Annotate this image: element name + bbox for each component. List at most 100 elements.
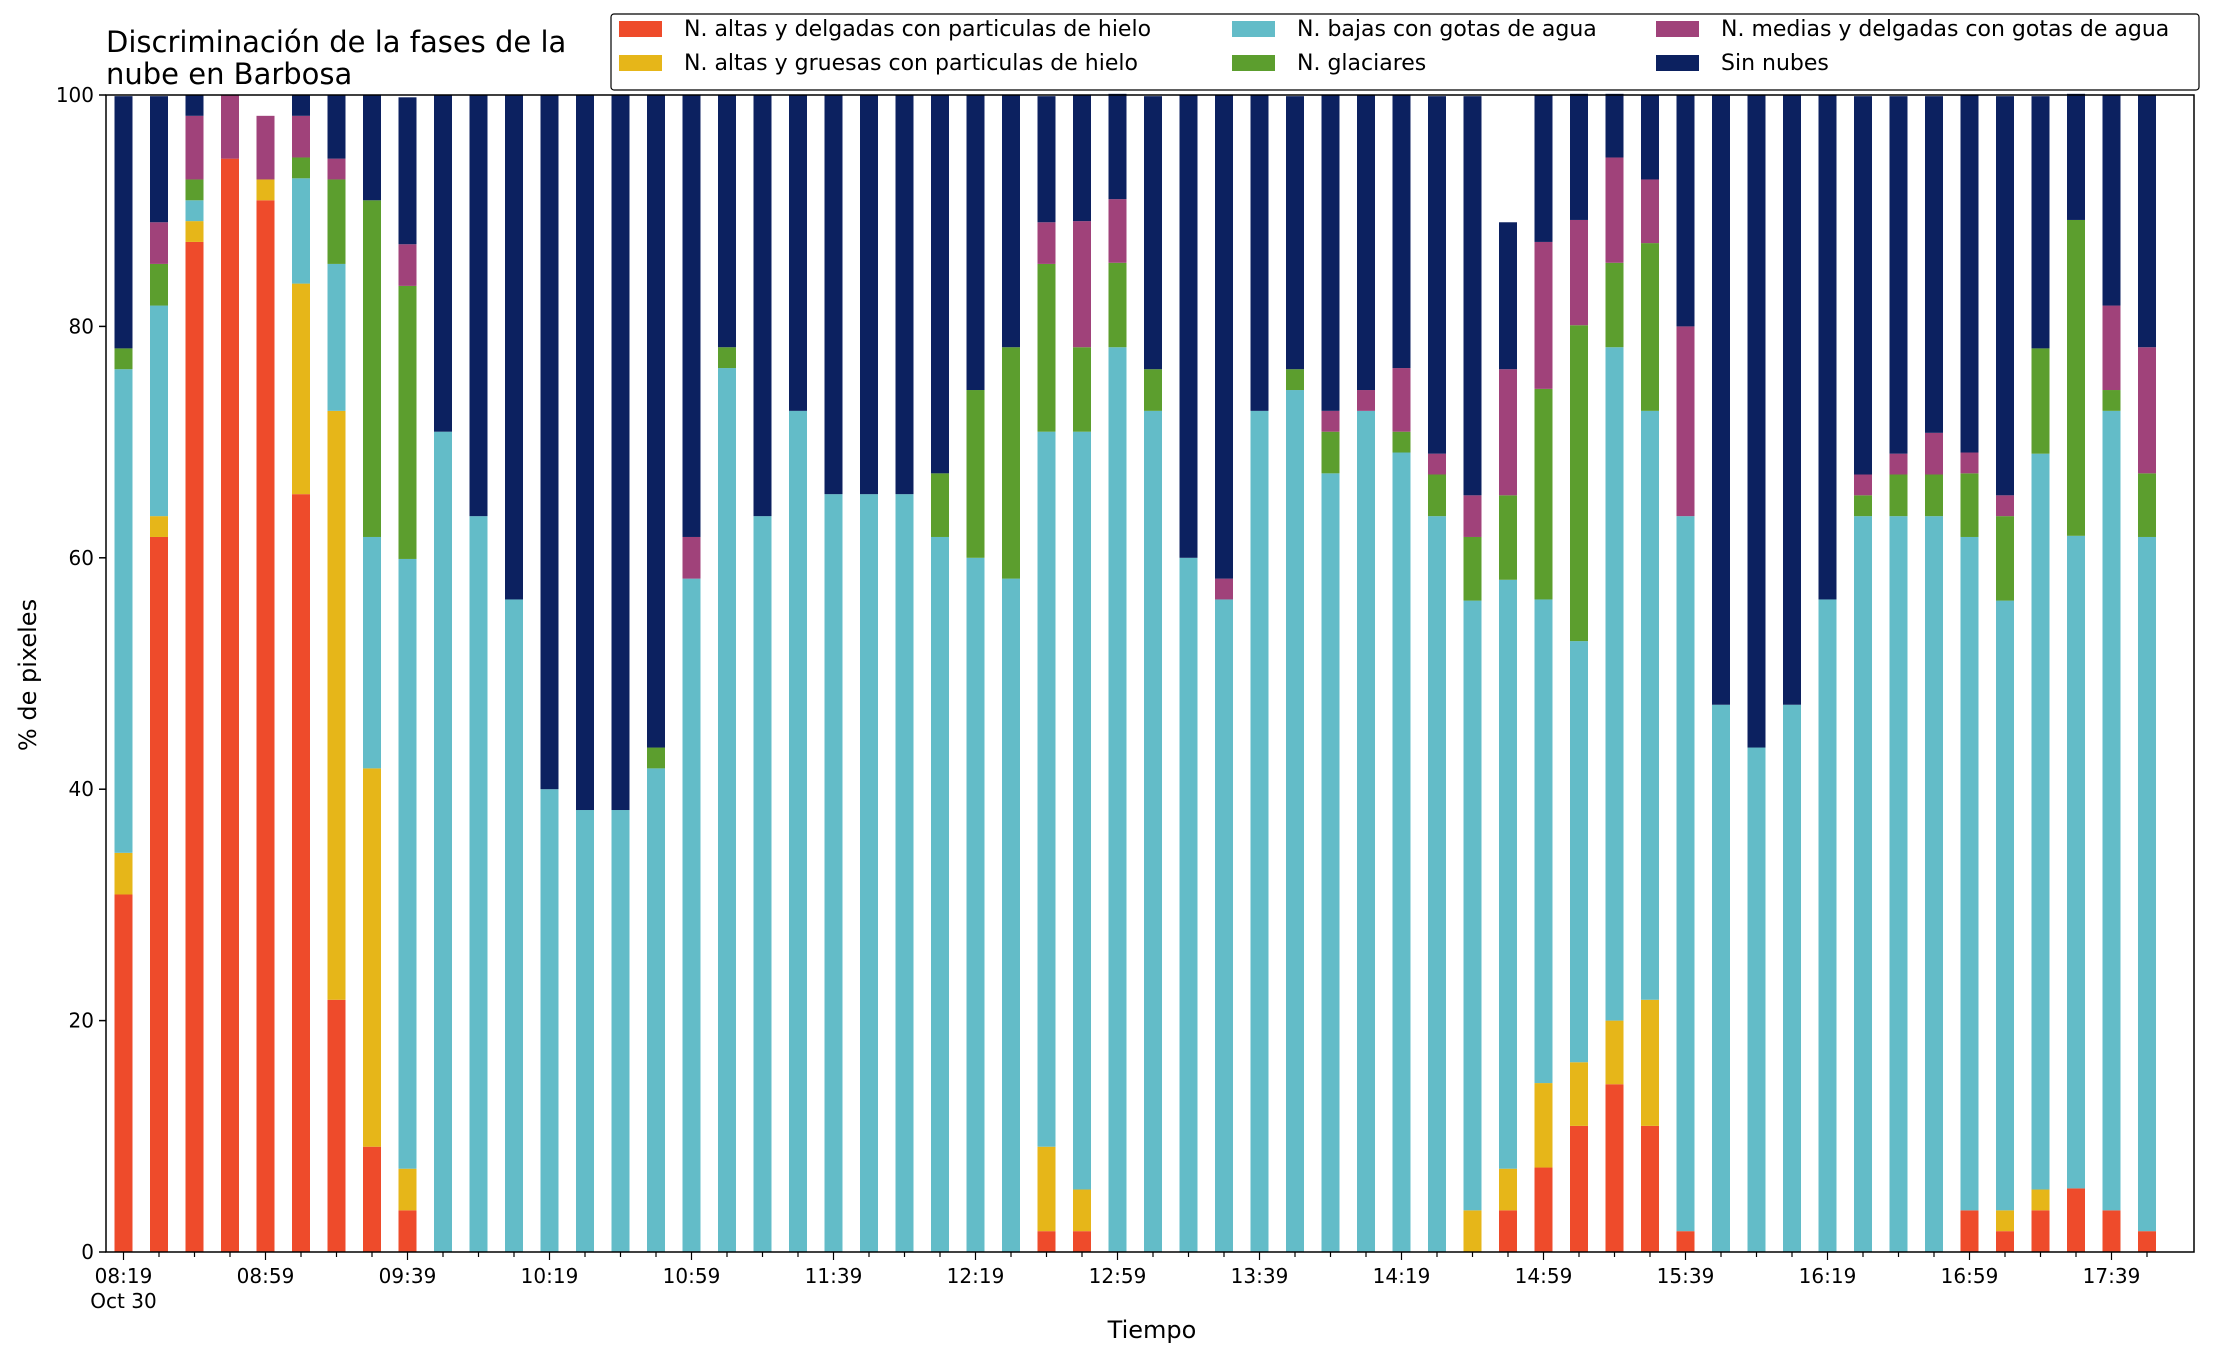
x-tick-label: 12:59 — [1089, 1264, 1147, 1288]
bar-segment — [434, 431, 452, 1252]
bar-segment — [1570, 1062, 1588, 1126]
bar-segment — [1463, 600, 1482, 1211]
bar-segment — [292, 157, 310, 179]
legend-label: N. glaciares — [1297, 51, 1426, 76]
bar-segment — [398, 558, 417, 1169]
bar-segment — [1392, 368, 1411, 432]
bar-segment — [1676, 326, 1695, 517]
bar-segment — [1783, 95, 1801, 705]
legend-swatch — [619, 55, 662, 71]
bar-segment — [1534, 1083, 1553, 1168]
bar-segment — [1712, 95, 1730, 705]
bar-segment — [1392, 452, 1411, 1252]
x-tick-label: 15:39 — [1657, 1264, 1715, 1288]
bar-segment — [2031, 96, 2050, 349]
x-tick-label: 14:19 — [1373, 1264, 1431, 1288]
bar-segment — [2031, 1189, 2050, 1211]
bar-segment — [1286, 96, 1304, 370]
bar-segment — [895, 95, 914, 495]
bar-segment — [1002, 578, 1020, 1252]
axes-layer: 0 20 40 60 80 100 08:19 08:59 09:39 10:19 10:59 11:… — [56, 83, 2195, 1313]
y-tick-label: 60 — [69, 546, 94, 570]
legend-swatch — [619, 21, 662, 37]
bar-segment — [292, 178, 310, 284]
bar-segment — [150, 222, 168, 264]
bar-segment — [1073, 431, 1091, 1190]
bar-segment — [150, 96, 168, 223]
bar-segment — [1073, 1231, 1091, 1252]
bar-segment — [2102, 1210, 2121, 1252]
legend-swatch — [1232, 21, 1275, 37]
legend-label: N. altas y gruesas con particulas de hie… — [684, 51, 1138, 76]
bar-segment — [1676, 1231, 1695, 1252]
bar-segment — [1570, 1125, 1588, 1252]
bar-segment — [1605, 347, 1624, 1021]
bar-segment — [150, 305, 168, 517]
bar-segment — [327, 95, 346, 159]
bar-segment — [718, 95, 736, 348]
legend-label: N. bajas con gotas de agua — [1297, 17, 1597, 42]
bar-segment — [1499, 369, 1517, 496]
bar-segment — [1996, 600, 2014, 1211]
bar-segment — [1676, 516, 1695, 1232]
bar-segment — [398, 1168, 417, 1211]
x-tick-label: 10:19 — [521, 1264, 579, 1288]
bar-segment — [1463, 96, 1482, 496]
bar-segment — [895, 494, 914, 1252]
bar-segment — [505, 95, 523, 600]
bar-segment — [2102, 95, 2121, 306]
bar-segment — [966, 390, 985, 558]
bar-segment — [1925, 96, 1943, 433]
bar-segment — [221, 95, 239, 159]
legend-swatch — [1656, 55, 1699, 71]
bar-segment — [327, 410, 346, 1000]
x-tick-label: 14:59 — [1515, 1264, 1573, 1288]
bar-segment — [185, 95, 204, 116]
x-tick-label: 11:39 — [805, 1264, 863, 1288]
bar-segment — [1818, 599, 1837, 1252]
bar-segment — [363, 768, 381, 1147]
bar-segment — [1286, 390, 1304, 1252]
bar-segment — [1499, 579, 1517, 1169]
bar-segment — [1108, 199, 1127, 263]
bar-segment — [1073, 221, 1091, 348]
bar-segment — [1108, 262, 1127, 348]
x-tick-label: 10:59 — [663, 1264, 721, 1288]
bar-segment — [1712, 704, 1730, 1252]
bar-segment — [1463, 495, 1482, 537]
bar-segment — [2031, 1210, 2050, 1252]
bar-segment — [1250, 95, 1269, 411]
bar-segment — [1073, 347, 1091, 432]
bar-segment — [1144, 410, 1162, 1253]
legend-swatch — [1232, 55, 1275, 71]
bar-segment — [1037, 1231, 1056, 1252]
bar-segment — [1499, 495, 1517, 580]
bar-segment — [185, 241, 204, 1253]
bar-segment — [1534, 95, 1553, 242]
bar-segment — [2031, 453, 2050, 1190]
bar-segment — [2102, 305, 2121, 391]
chart-title-line-1: Discriminación de la fases de la — [106, 25, 566, 59]
bar-segment — [1463, 1210, 1482, 1252]
bar-segment — [292, 95, 310, 116]
bar-segment — [1321, 473, 1340, 1252]
bar-segment — [1996, 1231, 2014, 1252]
bars-layer — [114, 93, 2156, 1253]
bar-segment — [1641, 999, 1659, 1126]
bar-segment — [1854, 96, 1872, 475]
bar-segment — [398, 285, 417, 559]
x-tick-label: 08:19 — [95, 1264, 153, 1288]
bar-segment — [718, 347, 736, 369]
bar-segment — [1144, 369, 1162, 411]
bar-segment — [363, 95, 381, 201]
bar-segment — [1605, 1020, 1624, 1085]
bar-segment — [469, 516, 488, 1252]
bar-segment — [2031, 348, 2050, 454]
bar-segment — [1960, 452, 1979, 474]
bar-segment — [1676, 95, 1695, 327]
plot-frame — [105, 94, 2195, 1253]
bar-segment — [1641, 95, 1659, 180]
bar-segment — [1428, 474, 1446, 517]
bar-segment — [647, 768, 665, 1252]
